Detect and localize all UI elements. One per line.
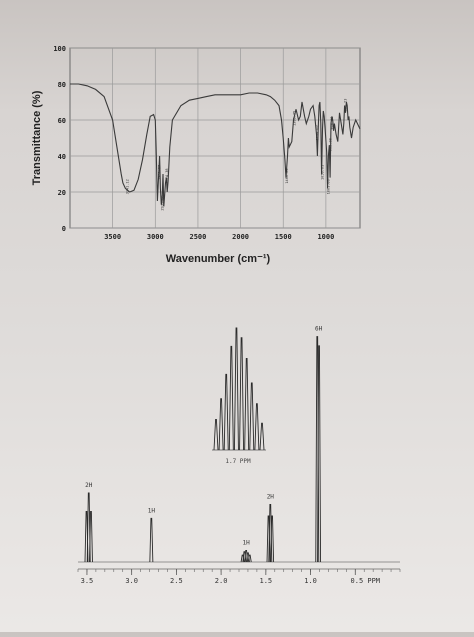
ir-x-tick-labels: 3500 3000 2500 2000 1500 1000 <box>104 233 334 241</box>
nmr-peak-line <box>247 554 252 563</box>
ir-x-tick-label: 3500 <box>104 233 121 241</box>
nmr-x-tick-label: 0.5 PPM <box>351 577 381 585</box>
ir-spectrum-chart: 0 20 40 60 80 100 3500 3000 2500 2000 1500 1000 33… <box>31 45 361 265</box>
nmr-inset-line <box>259 422 265 451</box>
ir-peak-label: 2874.38 <box>165 168 169 183</box>
ir-y-tick-label: 40 <box>58 153 66 161</box>
ir-peak-label: 1050.61 <box>321 165 325 180</box>
nmr-integration-label: 1H <box>148 507 156 514</box>
ir-y-tick-label: 60 <box>58 117 66 125</box>
ir-peak-label: 3341.12 <box>125 179 129 194</box>
nmr-integration-label: 6H <box>315 326 323 333</box>
ir-spectrum-line <box>70 83 361 207</box>
nmr-spectrum-chart: 3.5 3.0 2.5 2.0 1.5 1.0 0.5 PPM 2H 1H 1H 2H 6H 1.7… <box>77 326 401 585</box>
ir-peak-label: 1001.86 <box>327 179 331 194</box>
ir-x-tick-label: 2500 <box>190 233 207 241</box>
ir-peak-label: 1466.80 <box>285 168 289 183</box>
nmr-inset-line <box>239 337 245 451</box>
ir-x-tick-label: 3000 <box>147 233 164 241</box>
ir-y-tick-labels: 0 20 40 60 80 100 <box>53 45 66 233</box>
ir-y-tick-label: 80 <box>58 81 66 89</box>
ir-y-tick-label: 0 <box>62 225 66 233</box>
nmr-x-ticks: 3.5 3.0 2.5 2.0 1.5 1.0 0.5 PPM <box>77 569 401 585</box>
nmr-integration-labels: 2H 1H 1H 2H 6H <box>85 326 322 547</box>
ir-peak-label: 968.48 <box>330 117 334 130</box>
nmr-inset-line <box>218 398 224 451</box>
nmr-x-tick-label: 3.5 <box>81 577 94 585</box>
nmr-inset-line <box>249 382 255 451</box>
nmr-peaks <box>84 336 322 563</box>
nmr-x-tick-label: 3.0 <box>125 577 138 585</box>
ir-peak-label: 2961.27 <box>158 165 162 180</box>
ir-y-tick-label: 20 <box>58 189 66 197</box>
nmr-inset-label: 1.7 PPM <box>225 458 251 465</box>
ir-x-axis-label: Wavenumber (cm⁻¹) <box>166 253 271 265</box>
ir-x-tick-label: 1000 <box>317 233 334 241</box>
nmr-inset-line <box>254 403 260 451</box>
nmr-integration-label: 2H <box>267 494 275 501</box>
ir-x-tick-label: 2000 <box>232 233 249 241</box>
nmr-peak-line <box>89 510 93 563</box>
nmr-peak-line <box>86 492 91 563</box>
ir-peak-label: 2931.08 <box>160 195 164 210</box>
nmr-peak-line <box>149 517 154 563</box>
nmr-x-tick-label: 1.0 <box>304 577 317 585</box>
nmr-peak-line <box>270 515 275 563</box>
nmr-x-tick-label: 2.5 <box>170 577 183 585</box>
nmr-integration-label: 2H <box>85 482 93 489</box>
ir-peak-label: 1130.02 <box>316 125 320 140</box>
ir-peak-label: 995.00 <box>328 138 332 151</box>
nmr-inset-line <box>223 373 229 451</box>
nmr-inset-line <box>228 345 234 451</box>
nmr-x-tick-label: 1.5 <box>260 577 273 585</box>
ir-y-axis-label: Transmittance (%) <box>31 90 43 185</box>
ir-y-tick-label: 100 <box>53 45 66 53</box>
ir-peak-label: 832.23 <box>344 99 348 112</box>
nmr-inset-multiplet <box>212 327 266 451</box>
nmr-inset-line <box>233 327 239 451</box>
ir-peak-labels: 3341.12 2961.27 2931.08 2874.38 1466.80 1380.… <box>125 99 347 211</box>
nmr-peak-line <box>317 345 322 563</box>
ir-peak-label: 1380.75 <box>292 111 296 126</box>
nmr-x-tick-label: 2.0 <box>215 577 228 585</box>
nmr-inset-line <box>244 358 250 451</box>
nmr-integration-label: 1H <box>243 540 251 547</box>
nmr-inset-line <box>213 419 219 451</box>
ir-x-tick-label: 1500 <box>275 233 292 241</box>
